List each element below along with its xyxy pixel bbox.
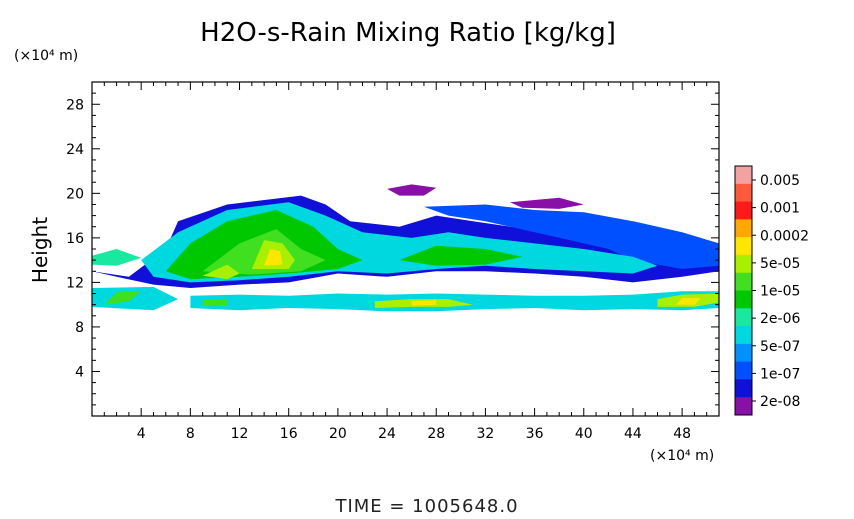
y-tick-label: 24 [66, 142, 84, 158]
data-region [92, 286, 179, 311]
time-label: TIME = 1005648.0 [335, 496, 519, 517]
colorbar: 0.005 0.001 0.0002 5e-05 1e-05 2e-06 5e-07 1e-0… [734, 165, 809, 416]
colorbar-label: 0.0002 [760, 228, 809, 244]
x-tick-label: 32 [476, 426, 494, 442]
colorbar-label: 5e-05 [760, 256, 800, 272]
colorbar-swatch [735, 397, 752, 416]
data-region [423, 204, 719, 269]
colorbar-swatch [735, 379, 752, 398]
colorbar-label: 0.001 [760, 201, 800, 217]
y-tick-label: 4 [75, 364, 84, 380]
x-tick-label: 40 [575, 426, 593, 442]
y-tick-label: 16 [66, 231, 84, 247]
x-tick-label: 20 [329, 426, 347, 442]
y-axis: 4 8 12 16 20 24 28 [66, 92, 719, 406]
x-tick-label: 44 [624, 426, 642, 442]
y-tick-label: 20 [66, 186, 84, 202]
colorbar-swatch [735, 361, 752, 380]
data-region [92, 249, 142, 266]
colorbar-label: 1e-05 [760, 284, 800, 300]
data-region [411, 300, 437, 306]
colorbar-label: 0.005 [760, 173, 800, 189]
x-tick-label: 4 [137, 426, 146, 442]
colorbar-swatch [735, 201, 752, 220]
colorbar-swatch [735, 183, 752, 202]
x-tick-label: 48 [673, 426, 691, 442]
data-region [264, 249, 283, 266]
y-tick-label: 28 [66, 97, 84, 113]
colorbar-swatch [735, 219, 752, 238]
data-region [399, 245, 523, 266]
chart-title: H2O-s-Rain Mixing Ratio [kg/kg] [200, 18, 616, 48]
x-tick-label: 24 [378, 426, 396, 442]
data-region [202, 264, 240, 280]
data-region [202, 299, 228, 306]
colorbar-swatch [735, 308, 752, 327]
y-unit-label: (×10⁴ m) [14, 48, 78, 64]
y-axis-label: Height [28, 217, 52, 283]
x-tick-label: 36 [526, 426, 544, 442]
x-axis: 4 8 12 16 20 24 28 32 36 40 44 48 [103, 82, 708, 442]
colorbar-swatch [735, 237, 752, 256]
x-tick-label: 12 [231, 426, 249, 442]
colorbar-label: 1e-07 [760, 366, 800, 382]
plot-area [92, 184, 719, 312]
data-region [676, 298, 701, 305]
colorbar-label: 2e-08 [760, 394, 800, 410]
colorbar-swatch [735, 326, 752, 345]
data-region [510, 197, 584, 209]
x-unit-label: (×10⁴ m) [650, 448, 714, 464]
x-tick-label: 28 [427, 426, 445, 442]
y-tick-label: 8 [75, 320, 84, 336]
y-tick-label: 12 [66, 275, 84, 291]
data-region [104, 291, 142, 305]
x-tick-label: 8 [186, 426, 195, 442]
data-region [387, 184, 437, 196]
x-tick-label: 16 [280, 426, 298, 442]
colorbar-swatch [735, 254, 752, 274]
colorbar-label: 2e-06 [760, 311, 800, 327]
colorbar-swatch [735, 290, 752, 309]
colorbar-swatch [735, 166, 752, 185]
colorbar-swatch [735, 272, 752, 291]
colorbar-swatch [735, 343, 752, 363]
colorbar-label: 5e-07 [760, 339, 800, 355]
